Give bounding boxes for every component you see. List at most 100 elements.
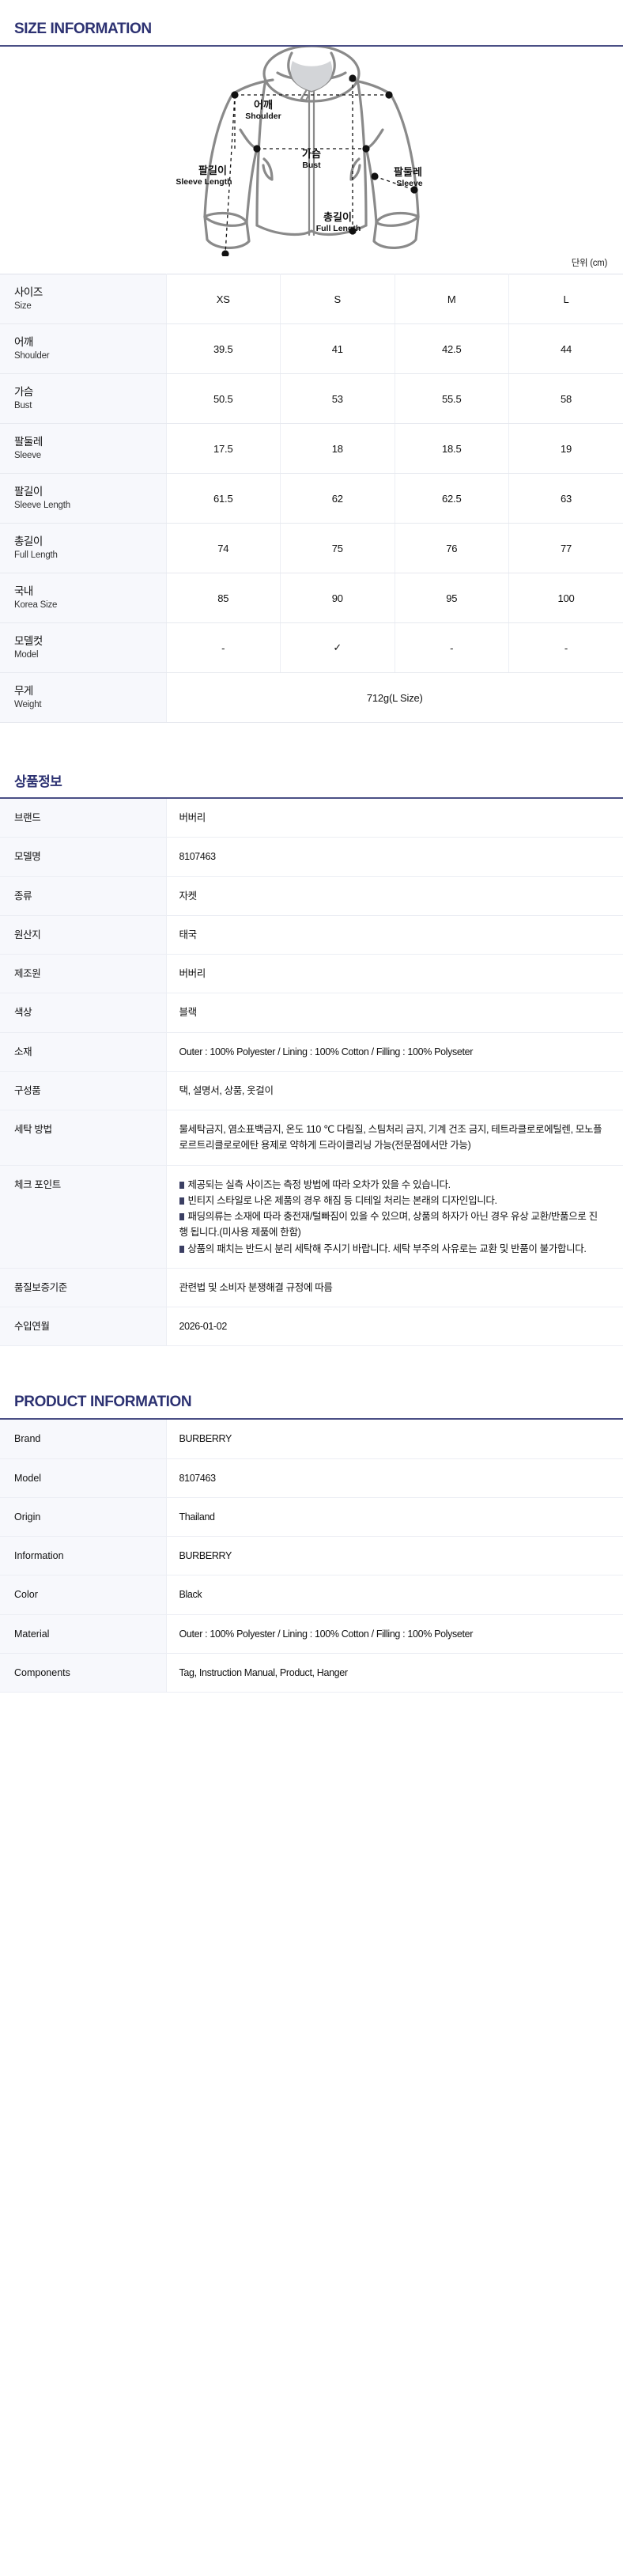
section-divider — [0, 45, 623, 47]
table-row-header: 사이즈 Size XS S M L — [0, 274, 623, 324]
row-label-bust: 가슴 Bust — [0, 373, 167, 424]
table-row: Brand BURBERRY — [0, 1420, 623, 1459]
cell-value: - — [395, 622, 509, 673]
cell-value: 42.5 — [395, 323, 509, 374]
info-value-brand: BURBERRY — [166, 1420, 623, 1459]
bullet-text: 빈티지 스타일로 나온 제품의 경우 해짐 등 디테일 처리는 본래의 디자인입… — [187, 1194, 498, 1206]
info-key: 소재 — [0, 1032, 167, 1072]
cell-value: 44 — [508, 323, 623, 374]
cell-value: 90 — [280, 573, 395, 623]
bullet-text: 상품의 패치는 반드시 분리 세탁해 주시기 바랍니다. 세탁 부주의 사유로는… — [187, 1243, 587, 1254]
table-row: Color Black — [0, 1575, 623, 1615]
bullet-square-icon — [179, 1197, 184, 1205]
table-row: 팔길이 Sleeve Length 61.5 62 62.5 63 — [0, 473, 623, 524]
info-key-components: Components — [0, 1653, 167, 1693]
label-full-length-en: Full Length — [316, 224, 361, 233]
cell-value: 41 — [280, 323, 395, 374]
bullet-square-icon — [179, 1181, 184, 1189]
cell-value: 62.5 — [395, 473, 509, 524]
row-label-full-length: 총길이 Full Length — [0, 523, 167, 573]
table-row: 총길이 Full Length 74 75 76 77 — [0, 523, 623, 573]
product-detail-page: SIZE INFORMATION — [0, 21, 623, 1724]
table-row: 소재 Outer : 100% Polyester / Lining : 100… — [0, 1032, 623, 1072]
bullet-text: 제공되는 실측 사이즈는 측정 방법에 따라 오차가 있을 수 있습니다. — [187, 1178, 451, 1190]
label-shoulder-kr: 어깨 — [254, 99, 273, 111]
cell-value: 77 — [508, 523, 623, 573]
size-column-l: L — [508, 274, 623, 324]
weight-value: 712g(L Size) — [166, 672, 623, 723]
section-spacer — [0, 1346, 623, 1373]
info-value-model: 8107463 — [166, 1458, 623, 1498]
info-key: 모델명 — [0, 837, 167, 877]
list-item: 빈티지 스타일로 나온 제품의 경우 해짐 등 디테일 처리는 본래의 디자인입… — [179, 1193, 606, 1209]
table-row: Model 8107463 — [0, 1458, 623, 1498]
table-row: 종류 자켓 — [0, 876, 623, 916]
list-item: 패딩의류는 소재에 따라 충전재/털빠짐이 있을 수 있으며, 상품의 하자가 … — [179, 1209, 606, 1241]
table-row: 가슴 Bust 50.5 53 55.5 58 — [0, 373, 623, 424]
size-table: 사이즈 Size XS S M L 어깨 Shoulder 39.5 41 42… — [0, 274, 623, 723]
row-label-model: 모델컷 Model — [0, 622, 167, 673]
table-row: 구성품 택, 설명서, 상품, 옷걸이 — [0, 1071, 623, 1111]
size-column-xs: XS — [166, 274, 281, 324]
label-full-length-kr: 총길이 — [323, 211, 352, 223]
label-bust-en: Bust — [302, 161, 321, 170]
section-divider — [0, 1418, 623, 1420]
info-key: 구성품 — [0, 1071, 167, 1111]
info-value: 2026-01-02 — [166, 1307, 623, 1347]
cell-value: 53 — [280, 373, 395, 424]
table-row: 색상 블랙 — [0, 993, 623, 1033]
row-label-shoulder: 어깨 Shoulder — [0, 323, 167, 374]
info-value: Outer : 100% Polyester / Lining : 100% C… — [166, 1032, 623, 1072]
info-key-color: Color — [0, 1575, 167, 1615]
size-table-body: 사이즈 Size XS S M L 어깨 Shoulder 39.5 41 42… — [0, 274, 623, 723]
section-divider — [0, 797, 623, 799]
cell-value: 76 — [395, 523, 509, 573]
table-row: Material Outer : 100% Polyester / Lining… — [0, 1614, 623, 1654]
info-key: 원산지 — [0, 915, 167, 955]
cell-value: 100 — [508, 573, 623, 623]
cell-value: 55.5 — [395, 373, 509, 424]
cell-value: - — [508, 622, 623, 673]
info-key-model: Model — [0, 1458, 167, 1498]
info-key: 수입연월 — [0, 1307, 167, 1347]
table-row: 수입연월 2026-01-02 — [0, 1307, 623, 1347]
table-row: Origin Thailand — [0, 1497, 623, 1538]
info-value: 태국 — [166, 915, 623, 955]
size-column-s: S — [280, 274, 395, 324]
info-key: 세탁 방법 — [0, 1110, 167, 1166]
table-row: 모델컷 Model - ✓ - - — [0, 622, 623, 673]
cell-value: 74 — [166, 523, 281, 573]
table-row: 브랜드 버버리 — [0, 799, 623, 838]
page-title: SIZE INFORMATION — [14, 21, 152, 37]
row-label-weight: 무게 Weight — [0, 672, 167, 723]
label-sleeve-length-kr: 팔길이 — [198, 165, 227, 176]
info-value: 관련법 및 소비자 분쟁해결 규정에 따름 — [166, 1268, 623, 1308]
info-value: 택, 설명서, 상품, 옷걸이 — [166, 1071, 623, 1111]
cell-value: 63 — [508, 473, 623, 524]
label-bust-kr: 가슴 — [302, 148, 321, 160]
info-value: 물세탁금지, 염소표백금지, 온도 110 ℃ 다림질, 스팀처리 금지, 기계… — [166, 1110, 623, 1166]
product-info-table-kr: 브랜드 버버리 모델명 8107463 종류 자켓 원산지 태국 제조원 버버리… — [0, 799, 623, 1347]
cell-value: 61.5 — [166, 473, 281, 524]
cell-value: 18.5 — [395, 423, 509, 474]
page-bottom-spacer — [0, 1693, 623, 1724]
table-row: 어깨 Shoulder 39.5 41 42.5 44 — [0, 323, 623, 374]
product-info-title-kr: 상품정보 — [14, 774, 62, 789]
table-row: 원산지 태국 — [0, 915, 623, 955]
info-key: 제조원 — [0, 954, 167, 994]
table-row: 팔둘레 Sleeve 17.5 18 18.5 19 — [0, 423, 623, 474]
cell-value: 95 — [395, 573, 509, 623]
size-table-header-label: 사이즈 Size — [0, 274, 167, 324]
info-key: 품질보증기준 — [0, 1268, 167, 1308]
label-sleeve-length-en: Sleeve Length — [176, 177, 232, 187]
cell-value: 75 — [280, 523, 395, 573]
cell-value: 50.5 — [166, 373, 281, 424]
info-value-color: Black — [166, 1575, 623, 1615]
row-label-sleeve-length: 팔길이 Sleeve Length — [0, 473, 167, 524]
info-key: 브랜드 — [0, 799, 167, 838]
table-row-check-point: 체크 포인트 제공되는 실측 사이즈는 측정 방법에 따라 오차가 있을 수 있… — [0, 1165, 623, 1269]
cell-value: 58 — [508, 373, 623, 424]
info-value: 자켓 — [166, 876, 623, 916]
table-row: 품질보증기준 관련법 및 소비자 분쟁해결 규정에 따름 — [0, 1268, 623, 1308]
cell-value: - — [166, 622, 281, 673]
